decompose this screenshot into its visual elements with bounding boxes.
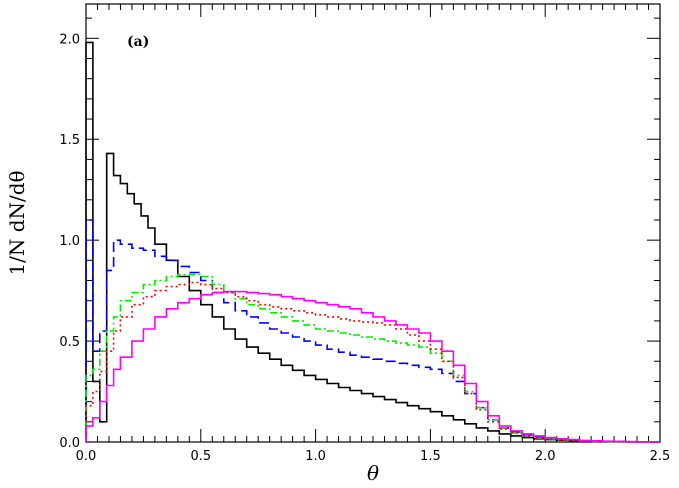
y-tick-label: 1.0 — [59, 234, 80, 249]
series-line-2 — [85, 219, 660, 443]
series-line-4 — [85, 281, 660, 443]
series-line-5 — [85, 290, 660, 443]
series-line-1 — [85, 41, 660, 443]
y-tick-label: 0.5 — [59, 335, 80, 350]
series-group — [85, 41, 660, 443]
x-tick-label: 1.0 — [305, 449, 326, 464]
x-tick-label: 0.0 — [76, 449, 97, 464]
x-tick-label: 2.0 — [535, 449, 556, 464]
x-tick-label: 0.5 — [190, 449, 211, 464]
y-tick-label: 0.0 — [59, 436, 80, 451]
axis-ticks — [85, 4, 661, 443]
x-tick-label: 2.5 — [650, 449, 671, 464]
x-tick-label: 1.5 — [420, 449, 441, 464]
series-line-3 — [85, 273, 660, 443]
y-tick-label: 2.0 — [59, 32, 80, 47]
x-axis-title: θ — [367, 461, 379, 485]
y-axis-title: 1/N dN/dθ — [5, 170, 29, 275]
y-tick-label: 1.5 — [59, 133, 80, 148]
tick-labels: 0.0 0.5 1.0 1.5 2.0 2.5 0.0 0.5 1.0 1.5 2.0 — [59, 32, 670, 464]
plot-frame — [85, 3, 661, 443]
panel-label: (a) — [127, 34, 149, 50]
